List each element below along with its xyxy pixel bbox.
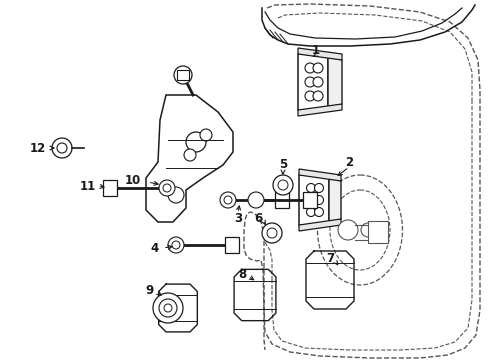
Text: 12: 12 bbox=[30, 141, 46, 154]
Polygon shape bbox=[146, 95, 232, 222]
Bar bbox=[367, 221, 387, 243]
Circle shape bbox=[159, 299, 177, 317]
Circle shape bbox=[247, 192, 264, 208]
Text: 10: 10 bbox=[124, 174, 141, 186]
Circle shape bbox=[172, 241, 180, 249]
Circle shape bbox=[174, 66, 192, 84]
Text: 1: 1 bbox=[311, 44, 320, 57]
Text: 3: 3 bbox=[233, 211, 242, 225]
Circle shape bbox=[312, 77, 323, 87]
Bar bbox=[177, 70, 189, 80]
Polygon shape bbox=[297, 54, 327, 110]
Circle shape bbox=[224, 196, 231, 204]
Circle shape bbox=[312, 91, 323, 101]
Circle shape bbox=[183, 149, 196, 161]
Text: 6: 6 bbox=[253, 211, 262, 225]
Polygon shape bbox=[327, 54, 341, 110]
Circle shape bbox=[159, 180, 175, 196]
Polygon shape bbox=[297, 104, 341, 116]
Text: 4: 4 bbox=[151, 242, 159, 255]
Circle shape bbox=[185, 132, 205, 152]
Polygon shape bbox=[328, 175, 340, 225]
Text: 2: 2 bbox=[344, 156, 352, 168]
Circle shape bbox=[360, 223, 374, 237]
Text: 11: 11 bbox=[80, 180, 96, 193]
Polygon shape bbox=[297, 48, 341, 60]
Circle shape bbox=[153, 293, 183, 323]
Circle shape bbox=[305, 63, 314, 73]
Polygon shape bbox=[298, 169, 340, 181]
Bar bbox=[103, 180, 117, 196]
Circle shape bbox=[312, 63, 323, 73]
Circle shape bbox=[305, 91, 314, 101]
Text: 5: 5 bbox=[278, 158, 286, 171]
Circle shape bbox=[52, 138, 72, 158]
Polygon shape bbox=[298, 219, 340, 231]
Circle shape bbox=[168, 187, 183, 203]
Ellipse shape bbox=[317, 175, 402, 285]
Circle shape bbox=[266, 228, 276, 238]
Circle shape bbox=[314, 195, 323, 204]
Circle shape bbox=[314, 207, 323, 216]
Circle shape bbox=[278, 180, 287, 190]
Circle shape bbox=[337, 220, 357, 240]
Circle shape bbox=[306, 207, 315, 216]
Bar bbox=[274, 192, 288, 208]
Bar bbox=[224, 237, 239, 253]
Polygon shape bbox=[298, 175, 328, 225]
Circle shape bbox=[314, 184, 323, 193]
Bar bbox=[303, 192, 316, 208]
Circle shape bbox=[306, 195, 315, 204]
Circle shape bbox=[57, 143, 67, 153]
Circle shape bbox=[262, 223, 282, 243]
Ellipse shape bbox=[329, 190, 389, 270]
Circle shape bbox=[163, 304, 172, 312]
Circle shape bbox=[200, 129, 212, 141]
Text: 8: 8 bbox=[237, 267, 245, 280]
Circle shape bbox=[163, 184, 171, 192]
Circle shape bbox=[220, 192, 236, 208]
Text: 7: 7 bbox=[325, 252, 333, 265]
Circle shape bbox=[306, 184, 315, 193]
Circle shape bbox=[168, 237, 183, 253]
Text: 9: 9 bbox=[145, 284, 154, 297]
Circle shape bbox=[272, 175, 292, 195]
Circle shape bbox=[305, 77, 314, 87]
